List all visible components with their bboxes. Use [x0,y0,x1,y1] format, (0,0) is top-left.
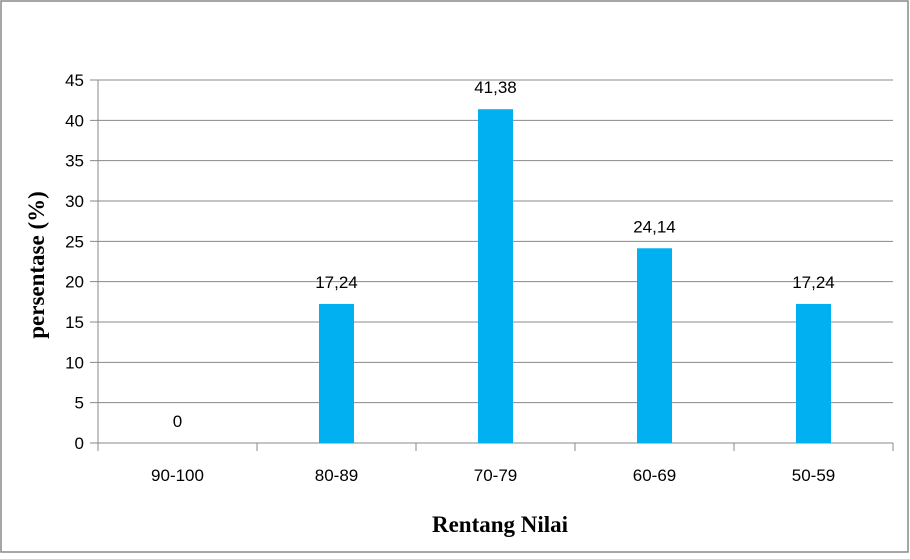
data-label: 41,38 [474,78,517,97]
y-tick-label: 40 [65,111,84,130]
y-tick-labels: 0 5 10 15 20 25 30 35 40 45 [65,71,84,453]
y-tick-label: 30 [65,192,84,211]
data-label: 0 [173,412,182,431]
x-tick-label: 70-79 [474,466,517,485]
bar [319,303,354,443]
y-tick-label: 0 [75,434,84,453]
x-tick-label: 80-89 [315,466,358,485]
data-labels: 0 17,24 41,38 24,14 17,24 [173,78,835,431]
bars [319,109,831,444]
y-tick-label: 45 [65,71,84,90]
data-label: 24,14 [633,217,676,236]
bar [796,303,831,443]
x-tick-labels: 90-100 80-89 70-79 60-69 50-59 [151,466,835,485]
data-label: 17,24 [315,273,358,292]
x-tick-label: 60-69 [633,466,676,485]
y-tick-label: 15 [65,313,84,332]
bar [637,248,672,443]
y-axis-title: persentase (%) [24,191,49,339]
bar [478,109,513,444]
y-tick-label: 5 [75,394,84,413]
x-tick-label: 90-100 [151,466,204,485]
data-label: 17,24 [792,273,835,292]
x-axis-title: Rentang Nilai [432,512,569,537]
x-tick-label: 50-59 [792,466,835,485]
y-tick-label: 25 [65,232,84,251]
y-tick-label: 10 [65,353,84,372]
y-tick-label: 35 [65,152,84,171]
y-tick-label: 20 [65,273,84,292]
